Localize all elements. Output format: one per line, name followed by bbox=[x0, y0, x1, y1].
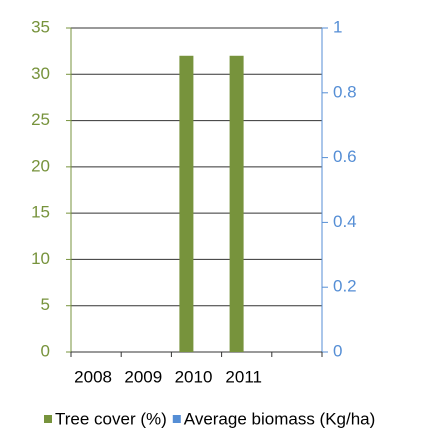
y-tick-label: 0 bbox=[41, 341, 50, 360]
y-tick-label: 5 bbox=[41, 295, 50, 314]
x-tick-label: 2010 bbox=[175, 367, 213, 386]
y-tick-label: 30 bbox=[31, 64, 50, 83]
y-tick-label: 35 bbox=[31, 17, 50, 36]
x-tick-label: 2011 bbox=[225, 367, 262, 386]
legend-swatch bbox=[44, 415, 52, 423]
legend-swatch bbox=[172, 415, 181, 423]
y2-tick-label: 0.4 bbox=[333, 212, 357, 231]
y2-tick-label: 0.8 bbox=[333, 82, 357, 101]
bar bbox=[179, 55, 194, 353]
legend-label: Tree cover (%) bbox=[55, 409, 167, 428]
x-tick-label: 2008 bbox=[74, 367, 112, 386]
y2-tick-label: 0.2 bbox=[333, 277, 357, 296]
y-tick-label: 25 bbox=[31, 110, 50, 129]
y2-tick-label: 1 bbox=[333, 17, 342, 36]
y2-tick-label: 0 bbox=[333, 341, 342, 360]
legend-label: Average biomass (Kg/ha) bbox=[184, 409, 376, 428]
y-tick-label: 10 bbox=[31, 249, 50, 268]
x-tick-label: 2009 bbox=[124, 367, 162, 386]
bar bbox=[229, 55, 244, 353]
y2-tick-label: 0.6 bbox=[333, 147, 357, 166]
y-tick-label: 15 bbox=[31, 203, 50, 222]
y-tick-label: 20 bbox=[31, 156, 50, 175]
